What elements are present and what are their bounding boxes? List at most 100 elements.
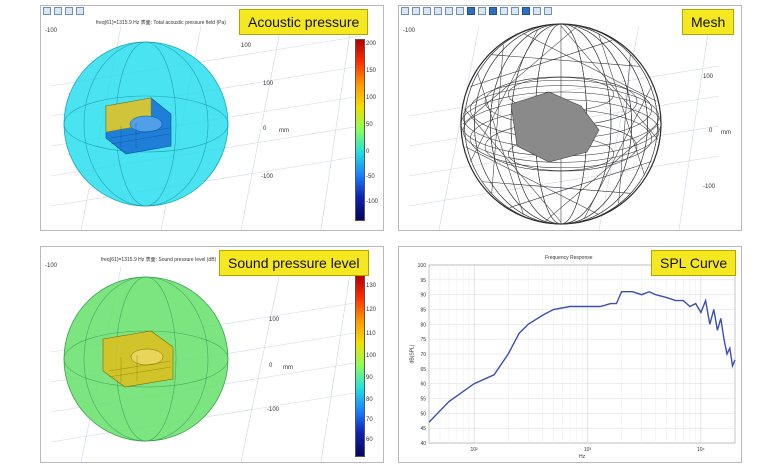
colorbar-tick: 70 — [366, 417, 373, 423]
left-axis-tick: -100 — [45, 28, 58, 34]
transparency-icon[interactable] — [478, 7, 486, 15]
y-tick-label: 45 — [420, 426, 426, 432]
camera-icon[interactable] — [544, 7, 552, 15]
y-tick-label: 50 — [420, 411, 426, 417]
y-tick-label: 80 — [420, 322, 426, 328]
rotate-icon[interactable] — [434, 7, 442, 15]
pan-icon[interactable] — [423, 7, 431, 15]
mesh-panel[interactable]: -100 100 0 mm -100 Mesh — [398, 5, 742, 231]
mesh-diagonal-line — [598, 33, 645, 176]
speaker-box — [105, 97, 172, 155]
mesh-diagonal-line — [470, 40, 613, 87]
colorbar-tick: 50 — [366, 122, 373, 128]
frequency-response-chart: 40 45 50 55 60 65 70 75 80 85 90 95 100 10² 10³ 10⁴ — [418, 263, 736, 453]
x-axis-label: Hz — [579, 454, 586, 460]
y-tick-label: 60 — [420, 382, 426, 388]
x-tick-label: 10⁴ — [697, 447, 705, 453]
zoom-extents-icon[interactable] — [54, 7, 62, 15]
mesh-diagonal-line — [491, 44, 504, 194]
mesh-plot — [408, 23, 720, 230]
view-icon[interactable] — [65, 7, 73, 15]
colorbar-tick: 120 — [366, 307, 377, 313]
y-tick-label: 85 — [420, 308, 426, 314]
axis-tick-zero: 0 — [709, 128, 713, 134]
mesh-diagonal-line — [560, 25, 659, 140]
y-tick-label: 95 — [420, 278, 426, 284]
axis-tick-bottom: -100 — [703, 184, 716, 190]
plot-title: freq(61)=1315.9 Hz 表面: Sound pressure le… — [101, 257, 217, 263]
mesh-diagonal-line — [470, 28, 539, 162]
zoom-icon[interactable] — [43, 7, 51, 15]
mesh-diagonal-line — [583, 86, 652, 220]
axis-tick-bottom: -100 — [267, 407, 280, 413]
plot-title: freq(61)=1315.9 Hz 表面: Total acoustic pr… — [96, 20, 226, 26]
colorbar-tick: 100 — [366, 95, 377, 101]
y-axis-label: dB(SPL) — [409, 344, 416, 364]
speaker-geometry — [510, 91, 600, 163]
y-tick-label: 70 — [420, 352, 426, 358]
mesh-diagonal-line — [477, 72, 524, 215]
colorbar-tick: 100 — [366, 353, 377, 359]
camera-icon[interactable] — [76, 7, 84, 15]
mesh-longitude-line — [464, 23, 658, 225]
mesh-diagonal-line — [465, 146, 599, 215]
mesh-diagonal-line — [523, 33, 657, 102]
mesh-diagonal-line — [545, 123, 660, 222]
y-tick-label: 40 — [420, 441, 426, 447]
select-icon[interactable] — [445, 7, 453, 15]
left-axis-tick: -100 — [45, 263, 58, 269]
y-tick-label: 75 — [420, 337, 426, 343]
y-tick-label: 65 — [420, 367, 426, 373]
axis-tick-zero: 0 — [263, 126, 267, 132]
scene-light-icon[interactable] — [511, 7, 519, 15]
panel-label: SPL Curve — [651, 250, 737, 276]
axis-icon[interactable] — [500, 7, 508, 15]
colorbar-tick: 80 — [366, 397, 373, 403]
y-tick-label: 90 — [420, 293, 426, 299]
axis-tick-top: 100 — [269, 317, 280, 323]
spl-curve-panel[interactable]: 40 45 50 55 60 65 70 75 80 85 90 95 100 10² 10³ 10⁴ Fr… — [398, 246, 742, 463]
colorbar-tick: 130 — [366, 283, 377, 289]
y-tick-label: 100 — [418, 263, 427, 269]
panel-label: Acoustic pressure — [239, 9, 369, 35]
mesh-diagonal-line — [463, 108, 562, 223]
view-toolbar — [399, 6, 554, 18]
mesh-diagonal-line — [618, 54, 631, 204]
y-tick-label: 55 — [420, 397, 426, 403]
mesh-diagonal-line — [462, 26, 577, 125]
axis-tick-top: 100 — [241, 43, 252, 49]
render-icon[interactable] — [522, 7, 530, 15]
colorbar — [355, 275, 365, 457]
axis-unit: mm — [279, 128, 289, 134]
acoustic-pressure-panel[interactable]: freq(61)=1315.9 Hz 表面: Total acoustic pr… — [40, 5, 384, 231]
print-icon[interactable] — [533, 7, 541, 15]
speaker-box — [102, 330, 174, 388]
colorbar-tick: -50 — [366, 174, 375, 180]
axis-tick-top: 100 — [703, 74, 714, 80]
mesh-diagonal-line — [509, 161, 652, 208]
colorbar-tick: 110 — [366, 331, 376, 337]
axis-unit: mm — [283, 365, 293, 371]
sound-pressure-level-panel[interactable]: freq(61)=1315.9 Hz 表面: Sound pressure le… — [40, 246, 384, 463]
colorbar-tick: 0 — [366, 149, 370, 155]
acoustic-pressure-plot — [50, 25, 362, 230]
zoom-box-icon[interactable] — [412, 7, 420, 15]
mesh-diagonal-line — [491, 54, 641, 67]
colorbar-tick: 90 — [366, 375, 373, 381]
grid-icon[interactable] — [489, 7, 497, 15]
axis-tick-upper: 100 — [263, 81, 274, 87]
x-tick-label: 10³ — [584, 447, 592, 453]
wireframe-icon[interactable] — [467, 7, 475, 15]
zoom-icon[interactable] — [401, 7, 409, 15]
colorbar-tick: 60 — [366, 437, 373, 443]
panel-label: Sound pressure level — [219, 250, 369, 276]
axis-tick-bottom: -100 — [261, 174, 274, 180]
zoom-extents-icon[interactable] — [456, 7, 464, 15]
colorbar-tick: 200 — [366, 41, 377, 47]
sound-pressure-level-plot — [50, 266, 362, 462]
left-axis-tick: -100 — [403, 28, 416, 34]
view-toolbar — [41, 6, 86, 18]
frequency-response-series — [428, 290, 736, 423]
x-tick-label: 10² — [470, 447, 478, 453]
colorbar-tick: -100 — [366, 199, 379, 205]
